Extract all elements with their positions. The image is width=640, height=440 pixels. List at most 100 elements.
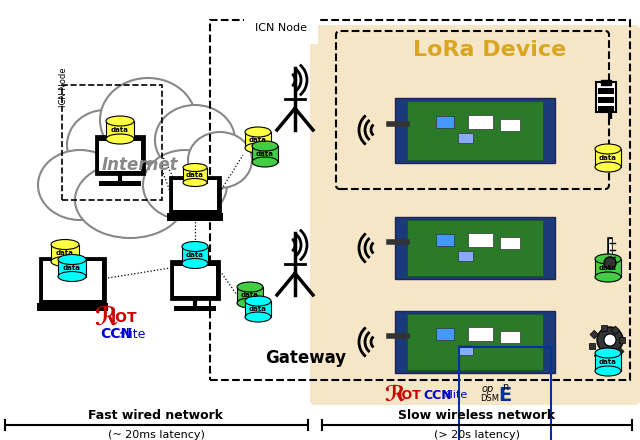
Ellipse shape [155,105,235,175]
Ellipse shape [106,134,134,144]
Text: ICN Node: ICN Node [255,23,307,33]
FancyBboxPatch shape [40,257,104,303]
Text: data: data [186,252,204,258]
Text: LoRa Device: LoRa Device [413,40,566,60]
Text: Gateway: Gateway [266,349,347,367]
Text: CCN: CCN [100,327,132,341]
Ellipse shape [51,239,79,249]
Ellipse shape [252,141,278,151]
Circle shape [604,334,616,346]
Text: Slow wireless network: Slow wireless network [399,408,556,422]
FancyBboxPatch shape [96,136,144,174]
Bar [595,149,621,167]
Bar [458,251,472,261]
Bar [245,301,271,317]
FancyBboxPatch shape [407,220,543,276]
Bar [36,303,108,311]
Text: ⚡lite: ⚡lite [118,327,146,341]
Text: data: data [599,155,617,161]
Ellipse shape [595,144,621,154]
Text: IOT: IOT [111,311,138,325]
Text: (> 20s latency): (> 20s latency) [434,430,520,440]
Ellipse shape [245,127,271,137]
Ellipse shape [38,150,122,220]
Bar [611,326,620,334]
Text: data: data [56,250,74,256]
Text: ▊: ▊ [607,111,612,118]
Ellipse shape [595,254,621,264]
Text: data: data [256,151,274,157]
Bar [245,132,271,148]
Bar [436,234,454,246]
Text: data: data [249,306,267,312]
Ellipse shape [67,110,143,180]
Bar [436,328,454,340]
FancyBboxPatch shape [42,260,102,300]
Ellipse shape [252,157,278,167]
FancyBboxPatch shape [395,311,555,373]
Text: ℛ: ℛ [385,385,405,405]
Text: DSM: DSM [481,393,499,403]
FancyBboxPatch shape [407,314,543,370]
Ellipse shape [51,257,79,267]
Bar [106,121,134,139]
Ellipse shape [595,162,621,172]
Bar [595,353,621,371]
Bar [601,80,611,85]
Bar [436,116,454,128]
Text: E: E [499,385,511,404]
Bar [51,245,79,261]
FancyBboxPatch shape [171,261,219,299]
Text: Internet: Internet [102,156,179,174]
Bar [183,168,207,183]
Ellipse shape [75,162,185,238]
Text: (~ 20ms latency): (~ 20ms latency) [108,430,204,440]
FancyBboxPatch shape [310,25,640,405]
Bar [182,246,208,264]
Bar [590,330,598,339]
Bar [619,337,625,343]
Ellipse shape [188,132,252,188]
Bar [99,181,141,186]
Text: data: data [599,265,617,271]
Ellipse shape [595,366,621,376]
Bar [458,345,472,355]
FancyBboxPatch shape [170,177,220,213]
Text: data: data [249,137,267,143]
Text: ICN Node: ICN Node [58,67,67,107]
Text: op: op [482,384,494,394]
Text: CCN: CCN [424,389,452,401]
Ellipse shape [237,298,263,308]
Bar [598,97,614,103]
Text: ⚡lite: ⚡lite [442,390,468,400]
Bar [167,213,223,221]
Bar [500,237,520,249]
Text: n: n [502,382,508,392]
Ellipse shape [100,78,196,162]
Ellipse shape [183,179,207,187]
Text: ℛ: ℛ [94,306,118,330]
Ellipse shape [106,116,134,126]
Ellipse shape [595,348,621,358]
Bar [595,352,603,360]
Circle shape [604,257,616,269]
Text: Fast wired network: Fast wired network [88,408,223,422]
Bar [58,260,86,276]
Ellipse shape [183,164,207,172]
Text: data: data [63,265,81,271]
Bar [237,287,263,303]
FancyBboxPatch shape [174,266,216,296]
FancyBboxPatch shape [99,141,141,171]
Bar [467,233,493,247]
Ellipse shape [182,242,208,252]
Bar [589,343,595,349]
Bar [607,355,613,361]
Bar [601,325,607,331]
Bar [252,146,278,162]
Text: data: data [186,172,204,178]
FancyBboxPatch shape [395,98,555,162]
Bar [458,133,472,143]
Bar [598,106,614,112]
Text: data: data [241,292,259,298]
Circle shape [597,327,623,353]
